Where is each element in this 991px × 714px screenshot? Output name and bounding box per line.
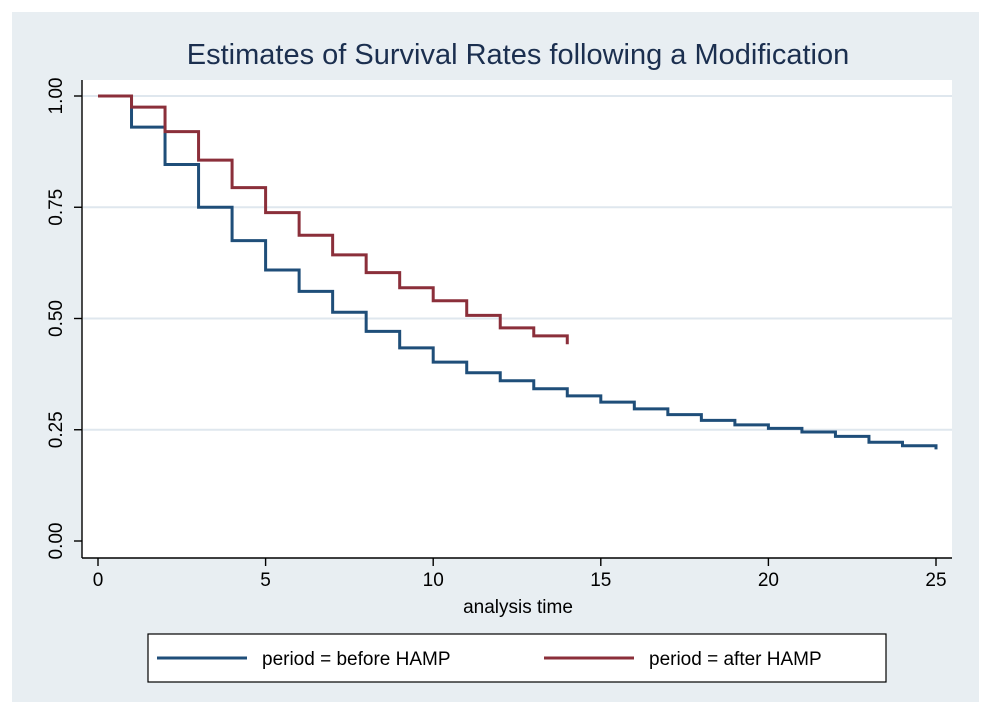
legend-label-before: period = before HAMP [262,649,451,670]
x-tick-label-3: 15 [590,570,611,591]
series-layer [98,94,938,450]
x-tick-label-4: 20 [758,570,779,591]
x-axis-label: analysis time [463,597,573,618]
legend-label-after: period = after HAMP [649,649,822,670]
series-line-0 [98,94,938,450]
x-tick-label-2: 10 [423,570,444,591]
series-line-1 [98,94,569,345]
y-tick-label-1: 0.25 [46,411,67,448]
y-tick-label-3: 0.75 [46,189,67,226]
legend: period = before HAMP period = after HAMP [147,633,887,683]
y-tick-label-4: 1.00 [46,78,67,115]
x-tick-label-1: 5 [260,570,271,591]
y-tick-label-0: 0.00 [46,523,67,560]
y-ticks: 0.00 0.25 0.50 0.75 1.00 [46,78,82,560]
legend-box [147,633,887,683]
x-tick-label-0: 0 [93,570,104,591]
chart-title: Estimates of Survival Rates following a … [187,39,849,71]
x-tick-label-5: 25 [925,570,946,591]
y-tick-label-2: 0.50 [46,300,67,337]
x-ticks: 0 5 10 15 20 25 [93,558,947,591]
